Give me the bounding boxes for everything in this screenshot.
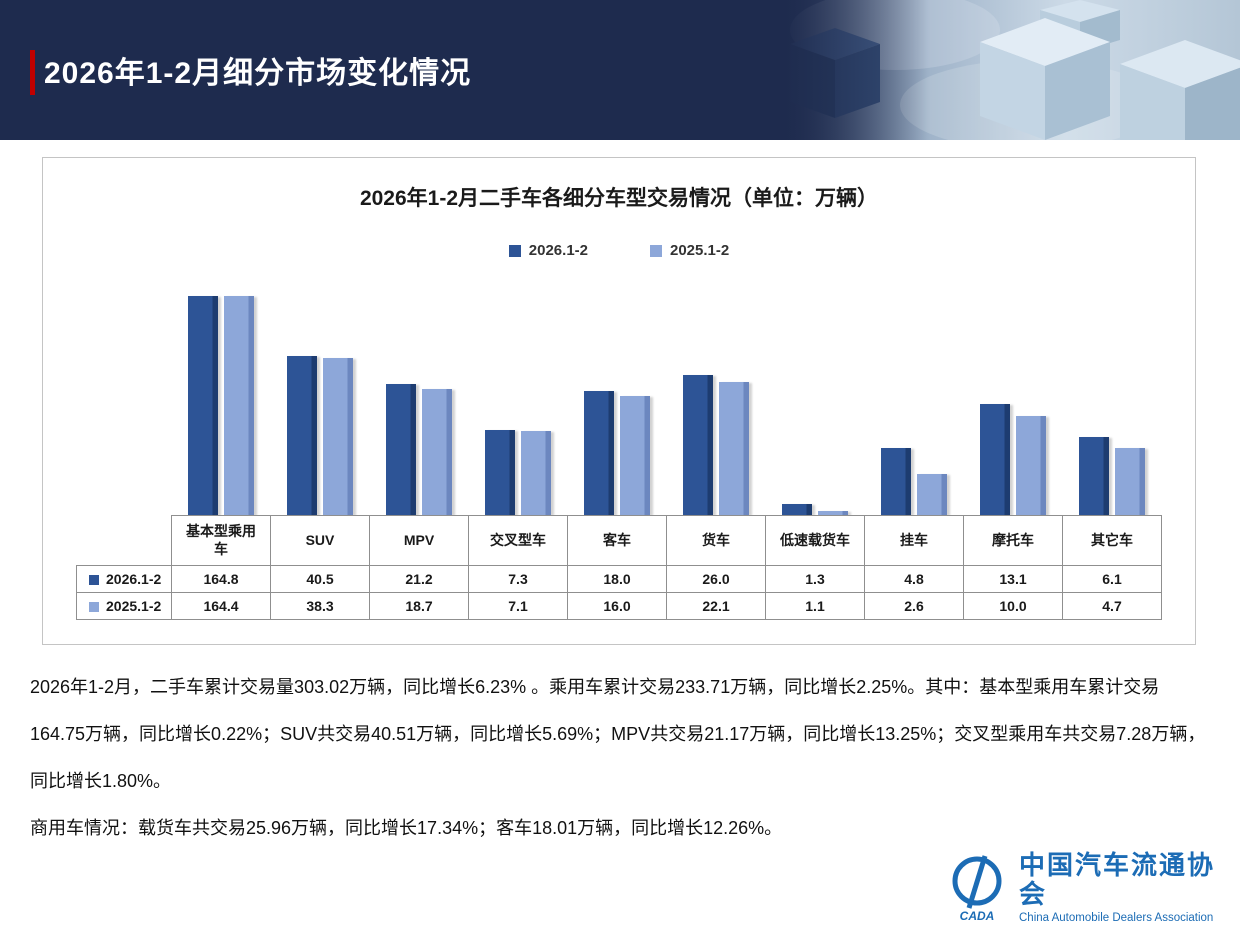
table-header-其它车: 其它车 xyxy=(1062,515,1162,566)
cell-2026.1-2-基本型乘用车: 164.8 xyxy=(171,565,271,593)
legend-swatch xyxy=(650,244,662,257)
bar-group-货车 xyxy=(666,285,765,515)
cell-2025.1-2-其它车: 4.7 xyxy=(1062,592,1162,620)
chart-title: 2026年1-2月二手车各细分车型交易情况（单位：万辆） xyxy=(359,187,879,210)
org-name-cn: 中国汽车流通协会 xyxy=(1019,850,1216,909)
summary-paragraph-2: 商用车情况：载货车共交易25.96万辆，同比增长17.34%；客车18.01万辆… xyxy=(30,818,783,838)
bar-2025.1-2-货车 xyxy=(718,381,749,515)
table-header-货车: 货车 xyxy=(666,515,766,566)
bar-2025.1-2-低速载货车 xyxy=(817,510,848,515)
row-label-swatch xyxy=(89,602,99,613)
table-header-基本型乘用车: 基本型乘用车 xyxy=(171,515,271,566)
cada-logo: CADA 中国汽车流通协会 China Automobile Dealers A… xyxy=(945,851,1240,924)
cada-emblem-text: CADA xyxy=(960,909,995,922)
bar-2026.1-2-摩托车 xyxy=(979,404,1010,515)
cell-2026.1-2-SUV: 40.5 xyxy=(270,565,370,593)
row-label-swatch xyxy=(89,575,99,586)
cell-2026.1-2-其它车: 6.1 xyxy=(1062,565,1162,593)
chart-container: 2026年1-2月二手车各细分车型交易情况（单位：万辆） 2026.1-2 202… xyxy=(42,157,1196,645)
table-row-2025.1-2: 2025.1-2 164.4 38.3 18.7 7.1 16.0 22.1 1.1 2.6 10… xyxy=(76,592,1162,620)
legend-swatch xyxy=(508,244,521,257)
bar-group-SUV xyxy=(270,285,369,515)
cell-2025.1-2-交叉型车: 7.1 xyxy=(468,592,568,620)
cell-2025.1-2-客车: 16.0 xyxy=(567,592,667,620)
table-header-低速载货车: 低速载货车 xyxy=(765,515,865,566)
slide-header: 2026年1-2月细分市场变化情况 xyxy=(0,0,1240,140)
cell-2026.1-2-客车: 18.0 xyxy=(567,565,667,593)
cell-2025.1-2-SUV: 38.3 xyxy=(270,592,370,620)
bar-2025.1-2-客车 xyxy=(619,395,650,515)
decorative-boxes-image xyxy=(780,0,1240,140)
bar-2026.1-2-挂车 xyxy=(880,447,911,515)
table-row-2026.1-2: 2026.1-2 164.8 40.5 21.2 7.3 18.0 26.0 1.3 4.8 13… xyxy=(76,565,1162,593)
summary-text: 2026年1-2月，二手车累计交易量303.02万辆，同比增长6.23% 。乘用… xyxy=(30,664,1210,852)
bar-2026.1-2-货车 xyxy=(682,374,713,515)
chart-legend: 2026.1-2 2025.1-2 xyxy=(43,242,1195,259)
cell-2026.1-2-摩托车: 13.1 xyxy=(963,565,1063,593)
legend-label: 2026.1-2 xyxy=(528,242,588,259)
bar-2025.1-2-摩托车 xyxy=(1015,416,1046,515)
cell-2026.1-2-货车: 26.0 xyxy=(666,565,766,593)
cell-2026.1-2-低速载货车: 1.3 xyxy=(765,565,865,593)
bar-2025.1-2-MPV xyxy=(421,389,452,515)
bar-2025.1-2-其它车 xyxy=(1114,448,1145,515)
bar-2025.1-2-SUV xyxy=(322,358,353,515)
bar-group-摩托车 xyxy=(963,285,1062,515)
table-row-label-2026.1-2: 2026.1-2 xyxy=(76,565,172,593)
bar-2026.1-2-低速载货车 xyxy=(781,503,812,515)
cell-2025.1-2-挂车: 2.6 xyxy=(864,592,964,620)
bar-2025.1-2-交叉型车 xyxy=(520,430,551,515)
table-header-客车: 客车 xyxy=(567,515,667,566)
bar-2026.1-2-MPV xyxy=(385,383,416,515)
bar-2026.1-2-SUV xyxy=(286,355,317,515)
table-header-交叉型车: 交叉型车 xyxy=(468,515,568,566)
table-header-挂车: 挂车 xyxy=(864,515,964,566)
page-title: 2026年1-2月细分市场变化情况 xyxy=(44,57,472,90)
table-header-SUV: SUV xyxy=(270,515,370,566)
legend-item-2026.1-2: 2026.1-2 xyxy=(508,242,588,259)
table-row-label-2025.1-2: 2025.1-2 xyxy=(76,592,172,620)
table-header-row: 基本型乘用车 SUV MPV 交叉型车 客车 货车 低速载货车 挂车 摩托车 其它车 xyxy=(77,515,1162,566)
cell-2025.1-2-货车: 22.1 xyxy=(666,592,766,620)
title-accent-bar xyxy=(30,50,35,95)
bar-2026.1-2-基本型乘用车 xyxy=(187,295,218,515)
cell-2025.1-2-摩托车: 10.0 xyxy=(963,592,1063,620)
bar-2026.1-2-客车 xyxy=(583,390,614,515)
org-name-block: 中国汽车流通协会 China Automobile Dealers Associ… xyxy=(1019,850,1240,925)
cell-2026.1-2-MPV: 21.2 xyxy=(369,565,469,593)
bar-group-MPV xyxy=(369,285,468,515)
header-fade-overlay xyxy=(780,0,930,140)
table-header-MPV: MPV xyxy=(369,515,469,566)
cada-emblem-icon: CADA xyxy=(952,854,1002,922)
legend-item-2025.1-2: 2025.1-2 xyxy=(650,242,729,259)
bar-group-低速载货车 xyxy=(765,285,864,515)
cell-2026.1-2-挂车: 4.8 xyxy=(864,565,964,593)
table-corner xyxy=(77,516,172,566)
bar-2025.1-2-基本型乘用车 xyxy=(223,295,254,515)
cell-2025.1-2-低速载货车: 1.1 xyxy=(765,592,865,620)
bar-2025.1-2-挂车 xyxy=(916,473,947,515)
bar-group-其它车 xyxy=(1062,285,1161,515)
org-name-en: China Automobile Dealers Association xyxy=(1019,912,1214,925)
bar-group-客车 xyxy=(567,285,666,515)
legend-label: 2025.1-2 xyxy=(670,242,730,259)
bar-group-交叉型车 xyxy=(468,285,567,515)
bar-2026.1-2-其它车 xyxy=(1078,437,1109,515)
cell-2026.1-2-交叉型车: 7.3 xyxy=(468,565,568,593)
cell-2025.1-2-MPV: 18.7 xyxy=(369,592,469,620)
cell-2025.1-2-基本型乘用车: 164.4 xyxy=(171,592,271,620)
bar-2026.1-2-交叉型车 xyxy=(484,429,515,515)
chart-data-table: 基本型乘用车 SUV MPV 交叉型车 客车 货车 低速载货车 挂车 摩托车 其它车 2026.1-… xyxy=(76,515,1162,620)
summary-paragraph-1: 2026年1-2月，二手车累计交易量303.02万辆，同比增长6.23% 。乘用… xyxy=(30,677,1206,791)
bar-plot-area xyxy=(171,285,1161,515)
bar-group-基本型乘用车 xyxy=(171,285,270,515)
table-header-摩托车: 摩托车 xyxy=(963,515,1063,566)
bar-group-挂车 xyxy=(864,285,963,515)
